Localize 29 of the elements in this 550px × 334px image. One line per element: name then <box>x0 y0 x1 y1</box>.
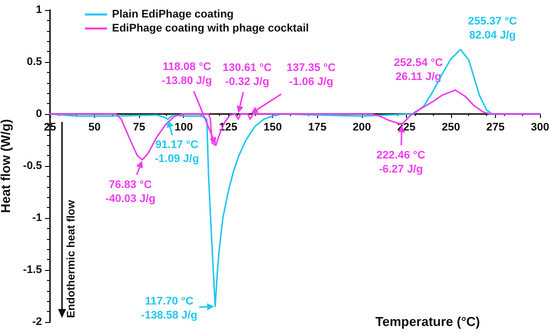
annotation: 255.37 °C 82.04 J/g <box>468 16 518 42</box>
y-tick-label: -1 <box>32 212 42 224</box>
annotation: 76.83 °C -40.03 J/g <box>105 178 156 205</box>
annotation: Endothermic heat flow <box>66 200 78 318</box>
y-tick-label: -2 <box>32 316 42 328</box>
annotation: 91.17 °C -1.09 J/g <box>154 139 199 166</box>
annotation: 117.70 °C -138.58 J/g <box>141 295 198 322</box>
x-axis-title: Temperature (°C) <box>375 314 480 329</box>
x-tick-label: 275 <box>486 122 505 134</box>
annotation: 130.61 °C -0.32 J/g <box>222 62 272 88</box>
y-tick-label: 0.5 <box>26 56 42 68</box>
y-tick-label: -0.5 <box>23 160 42 172</box>
x-tick-label: 300 <box>530 122 550 134</box>
x-tick-label: 200 <box>352 122 371 134</box>
y-axis-title: Heat flow (W/g) <box>0 119 14 213</box>
annotation: 222.46 °C -6.27 J/g <box>376 149 426 176</box>
x-tick-label: 75 <box>132 122 146 134</box>
y-tick-label: 1 <box>36 4 42 16</box>
y-tick-label: -1.5 <box>23 264 42 276</box>
annotation: 118.08 °C -13.80 J/g <box>162 61 212 88</box>
x-tick-label: 50 <box>88 122 101 134</box>
x-tick-label: 250 <box>442 122 460 134</box>
x-tick-label: 100 <box>174 122 193 134</box>
x-tick-label: 150 <box>264 122 282 134</box>
y-tick-label: 0 <box>36 108 42 120</box>
annotation: 137.35 °C -1.06 J/g <box>286 62 336 88</box>
legend-label: Plain EdiPhage coating <box>112 8 234 20</box>
x-tick-label: 175 <box>308 122 326 134</box>
legend-label: EdiPhage coating with phage cocktail <box>112 22 309 34</box>
